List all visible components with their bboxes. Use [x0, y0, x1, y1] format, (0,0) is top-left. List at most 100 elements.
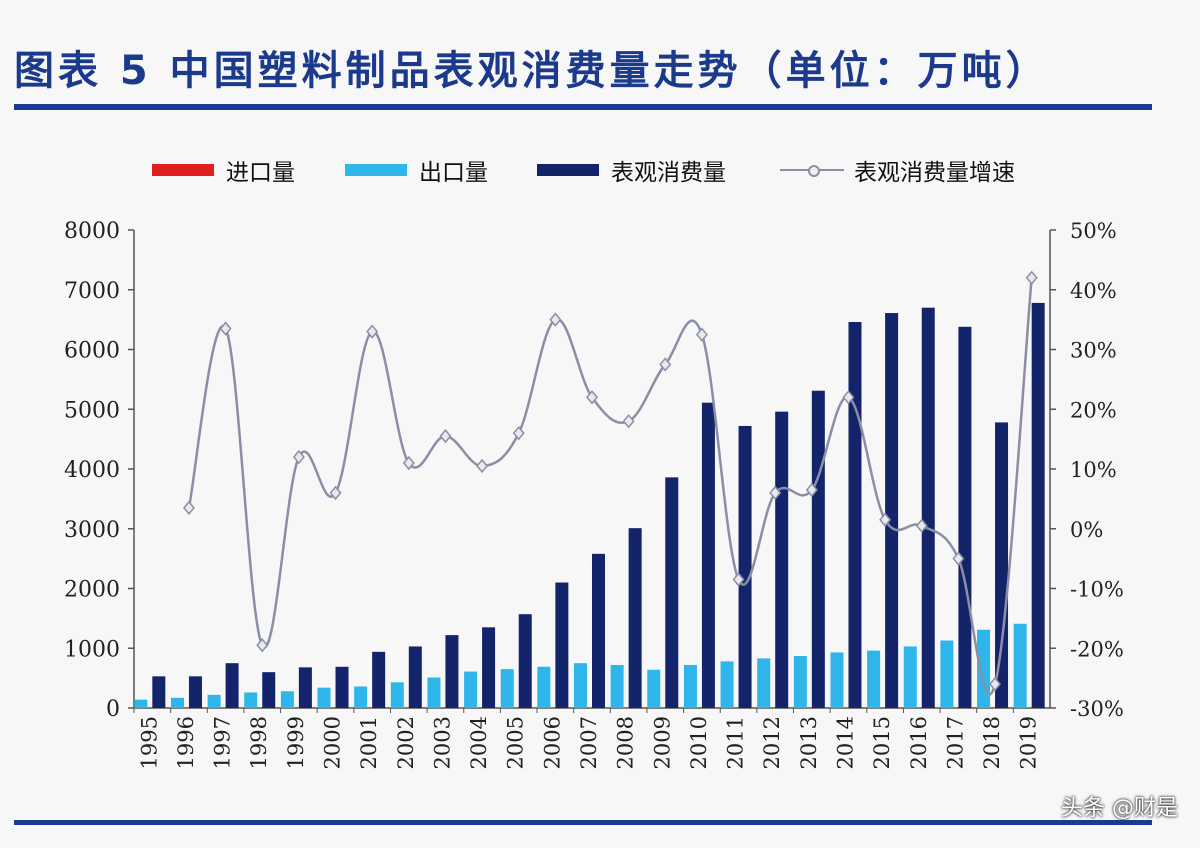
- x-tick-label: 1995: [137, 716, 161, 769]
- bar-consumption: [665, 477, 679, 708]
- bar-export: [574, 663, 587, 708]
- bar-consumption: [995, 422, 1009, 708]
- x-tick-label: 2005: [504, 716, 528, 769]
- x-tick-label: 2017: [943, 716, 967, 769]
- x-tick-label: 2011: [724, 716, 748, 769]
- x-tick-label: 1996: [174, 716, 198, 769]
- left-tick-label: 5000: [64, 398, 120, 423]
- growth-point: [292, 449, 305, 465]
- bar-consumption: [188, 676, 202, 708]
- legend-label-import: 进口量: [226, 160, 295, 186]
- bar-consumption: [885, 313, 899, 708]
- right-tick-label: 0%: [1070, 518, 1103, 542]
- growth-line: [187, 277, 1033, 696]
- left-tick-label: 7000: [64, 279, 120, 304]
- left-tick-label: 3000: [64, 518, 120, 543]
- growth-point: [439, 428, 452, 444]
- bar-consumption: [848, 322, 862, 708]
- watermark: 头条 @财是: [1061, 796, 1178, 821]
- page-title: 图表 5 中国塑料制品表观消费量走势（单位：万吨）: [14, 48, 1050, 94]
- left-tick-label: 0: [106, 697, 120, 722]
- legend-item-growth: 表观消费量增速: [780, 150, 1015, 190]
- bar-consumption: [408, 646, 422, 708]
- legend-label-growth: 表观消费量增速: [854, 160, 1015, 186]
- growth-point: [769, 485, 782, 501]
- bar-export: [647, 669, 661, 708]
- chart-legend: 进口量 出口量 表观消费量 表观消费量增速: [0, 150, 1200, 190]
- bar-export: [610, 664, 624, 708]
- legend-label-export: 出口量: [419, 160, 488, 186]
- x-tick-label: 2019: [1017, 716, 1041, 769]
- bar-consumption: [372, 651, 386, 708]
- right-tick-label: 10%: [1070, 458, 1117, 482]
- x-tick-label: 2010: [687, 716, 711, 769]
- growth-point: [952, 551, 965, 566]
- growth-point: [622, 414, 635, 429]
- bar-consumption: [811, 390, 825, 708]
- legend-swatch-import: [152, 164, 214, 176]
- x-tick-label: 2007: [577, 716, 601, 769]
- bar-export: [354, 686, 368, 708]
- bar-export: [317, 687, 331, 708]
- bar-export: [537, 666, 551, 708]
- bar-consumption: [262, 672, 276, 708]
- growth-point: [695, 327, 708, 342]
- growth-point: [805, 482, 818, 498]
- growth-point: [219, 321, 232, 336]
- x-tick-label: 2001: [357, 716, 381, 769]
- bar-consumption: [592, 553, 605, 708]
- growth-point: [586, 390, 598, 405]
- bottom-rule: [14, 820, 1152, 825]
- x-tick-label: 1999: [284, 716, 308, 769]
- growth-point: [476, 458, 489, 474]
- title-bar: 图表 5 中国塑料制品表观消费量走势（单位：万吨）: [0, 0, 1200, 108]
- bar-consumption: [958, 326, 972, 708]
- right-tick-label: 50%: [1070, 219, 1117, 243]
- right-tick-label: -30%: [1070, 697, 1124, 721]
- x-tick-label: 2014: [833, 716, 857, 769]
- left-tick-label: 8000: [64, 219, 120, 244]
- growth-point: [366, 324, 379, 339]
- right-tick-label: 20%: [1070, 398, 1117, 422]
- bar-export: [207, 694, 221, 708]
- bar-export: [170, 697, 184, 708]
- bar-export: [830, 652, 844, 708]
- bar-export: [757, 658, 771, 708]
- x-tick-label: 2000: [321, 716, 345, 769]
- bar-consumption: [225, 663, 239, 708]
- left-tick-label: 1000: [64, 637, 120, 662]
- bar-consumption: [152, 676, 166, 708]
- right-tick-label: -20%: [1070, 637, 1124, 661]
- growth-point: [256, 638, 269, 653]
- growth-point: [182, 500, 195, 516]
- bar-export: [683, 664, 697, 708]
- left-tick-label: 6000: [64, 339, 120, 364]
- bar-export: [903, 646, 917, 708]
- growth-point: [732, 572, 745, 587]
- legend-label-consumption: 表观消费量: [611, 160, 726, 186]
- bar-export: [867, 650, 881, 708]
- x-tick-label: 2004: [467, 716, 491, 769]
- x-tick-label: 2002: [394, 716, 418, 769]
- bar-consumption: [335, 666, 349, 708]
- bar-export: [1013, 623, 1027, 708]
- bar-consumption: [482, 627, 496, 708]
- left-tick-label: 2000: [64, 578, 120, 603]
- bar-export: [464, 671, 478, 708]
- bar-consumption: [701, 402, 715, 708]
- x-tick-label: 2009: [650, 716, 674, 769]
- bar-export: [720, 661, 734, 708]
- title-rule: [14, 104, 1152, 110]
- bar-export: [280, 691, 294, 708]
- growth-point: [1025, 270, 1038, 285]
- bar-export: [500, 669, 514, 708]
- bar-export: [427, 677, 441, 708]
- x-tick-label: 2006: [540, 716, 564, 769]
- bar-consumption: [738, 425, 752, 708]
- growth-point: [549, 312, 562, 327]
- bar-consumption: [298, 667, 312, 708]
- growth-point: [879, 512, 892, 527]
- bar-consumption: [921, 307, 935, 708]
- bar-export: [793, 656, 807, 708]
- x-tick-label: 2003: [430, 716, 454, 769]
